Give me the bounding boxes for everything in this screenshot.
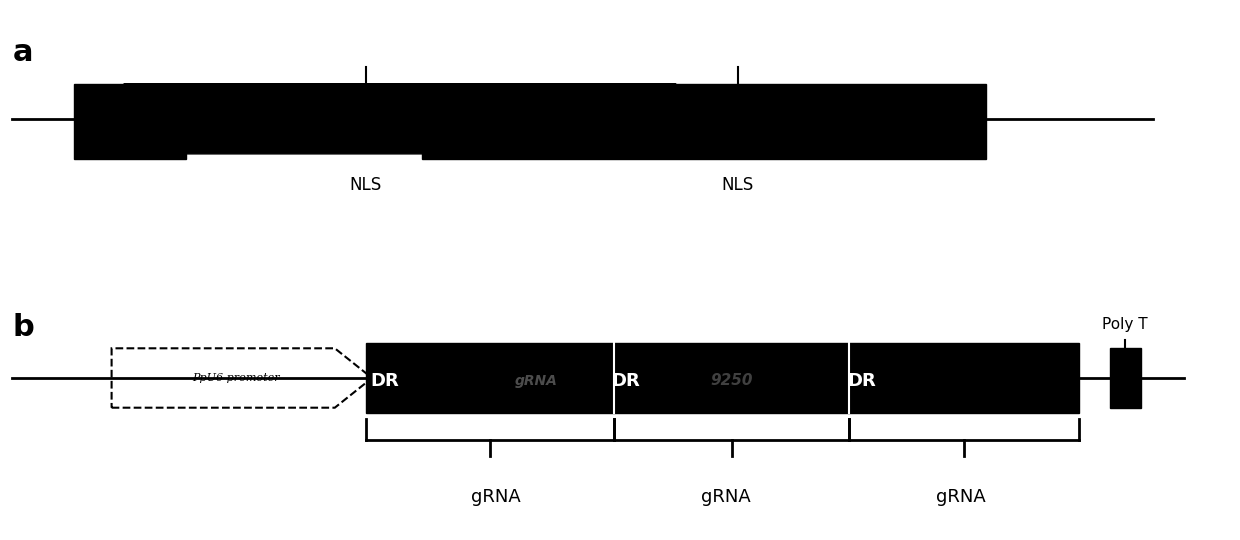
Text: gRNA: gRNA [471,488,521,506]
Text: gRNA: gRNA [936,488,986,506]
Polygon shape [124,84,744,154]
FancyBboxPatch shape [366,343,1079,413]
Text: DR: DR [370,372,399,390]
Text: gRNA: gRNA [515,374,558,388]
Text: NLS: NLS [350,176,382,193]
Text: DR: DR [611,372,641,390]
FancyBboxPatch shape [1110,348,1141,408]
Text: gRNA: gRNA [701,488,750,506]
Text: 9250: 9250 [711,373,753,388]
Text: NLS: NLS [722,176,754,193]
Text: 9250: 9250 [954,372,999,390]
Text: a: a [12,38,33,67]
FancyBboxPatch shape [74,84,186,159]
Text: b: b [12,313,35,342]
Polygon shape [112,348,372,408]
FancyBboxPatch shape [422,84,986,159]
Text: Poly T: Poly T [1102,317,1148,332]
Text: DR: DR [847,372,877,390]
Text: PpU6 promoter: PpU6 promoter [192,373,279,383]
